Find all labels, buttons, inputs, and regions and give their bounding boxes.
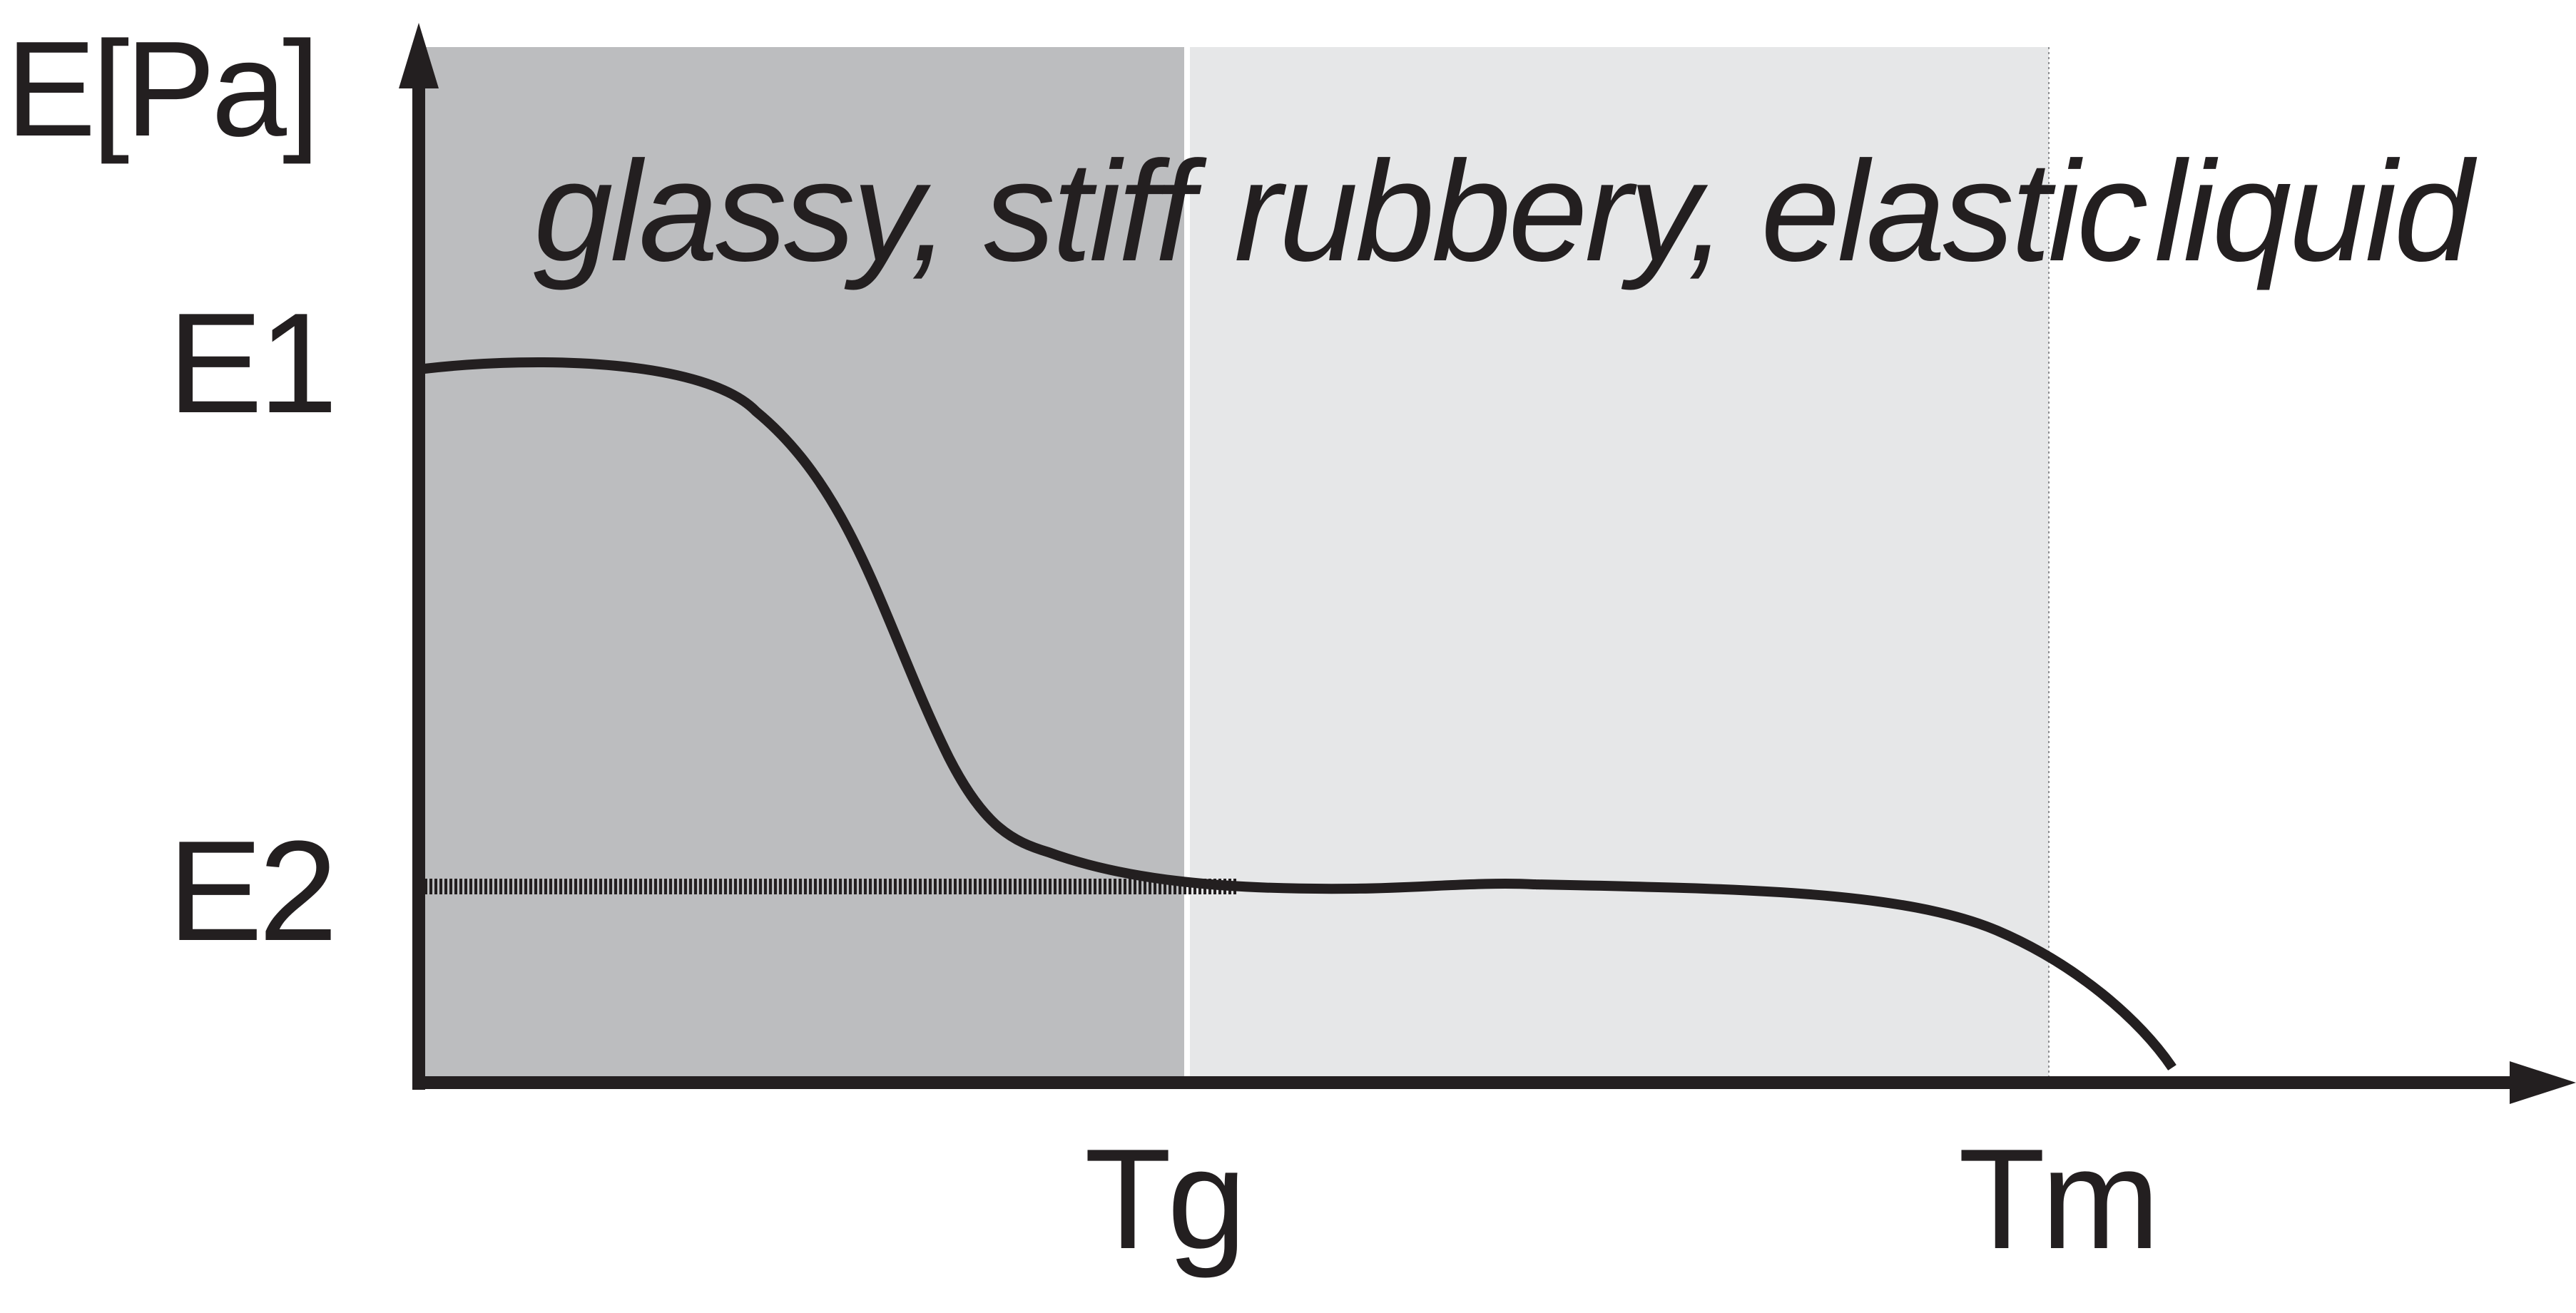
rubbery-region-label: rubbery, elastic (1234, 132, 2147, 291)
modulus-curve (424, 357, 2177, 1071)
x-tick-tm: Tm (1958, 1120, 2156, 1279)
x-axis-arrowhead (2510, 1061, 2576, 1104)
liquid-region (2049, 47, 2505, 1083)
y-tick-e2: E2 (168, 812, 334, 971)
liquid-region-label: liquid (2154, 132, 2478, 291)
glassy-region (424, 47, 1184, 1083)
glassy-region-label: glassy, stiff (534, 132, 1207, 291)
x-tick-tg: Tg (1084, 1120, 1242, 1279)
y-tick-e1: E1 (168, 284, 334, 443)
y-axis-arrowhead (399, 23, 439, 88)
y-axis-label: E[Pa] (6, 14, 316, 165)
